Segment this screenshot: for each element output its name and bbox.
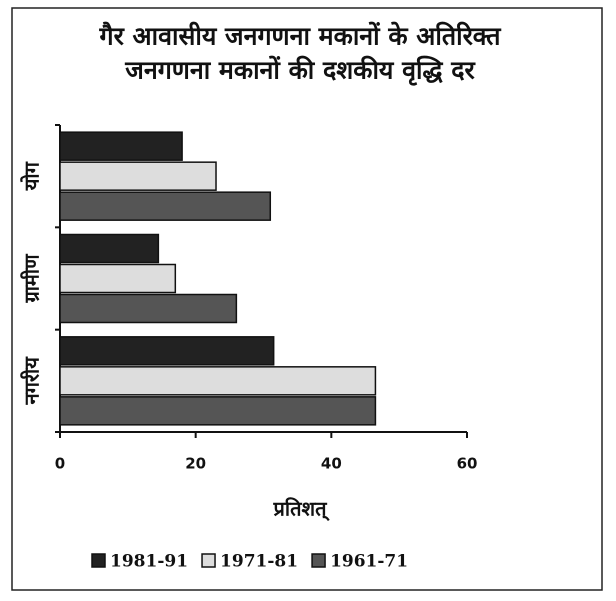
bar <box>59 191 272 221</box>
bar <box>59 263 177 294</box>
y-tick-label: नगरीय <box>20 356 44 406</box>
bar <box>59 293 238 324</box>
x-tick-label: 40 <box>321 455 342 473</box>
legend-label: 1971-81 <box>220 552 298 572</box>
legend-label: 1981-91 <box>110 552 188 572</box>
chart-title: गैर आवासीय जनगणना मकानों के अतिरिक्त <box>99 22 503 51</box>
x-tick-label: 60 <box>457 455 478 473</box>
legend-swatch <box>91 553 106 568</box>
frame <box>11 7 603 591</box>
bar <box>59 366 377 396</box>
legend-swatch <box>311 553 326 568</box>
x-axis-label: प्रतिशत् <box>273 497 331 522</box>
chart-title: जनगणना मकानों की दशकीय वृद्धि दर <box>124 56 476 87</box>
y-tick-label: ग्रामीण <box>20 253 44 304</box>
bar <box>59 131 183 161</box>
legend-label: 1961-71 <box>330 552 408 572</box>
y-tick-label: योग <box>20 161 44 191</box>
legend-swatch <box>201 553 216 568</box>
bar <box>59 336 275 366</box>
bar <box>59 233 160 264</box>
bar <box>59 396 377 426</box>
x-tick-label: 20 <box>185 455 206 473</box>
x-tick-label: 0 <box>55 455 65 473</box>
bar <box>59 161 217 191</box>
